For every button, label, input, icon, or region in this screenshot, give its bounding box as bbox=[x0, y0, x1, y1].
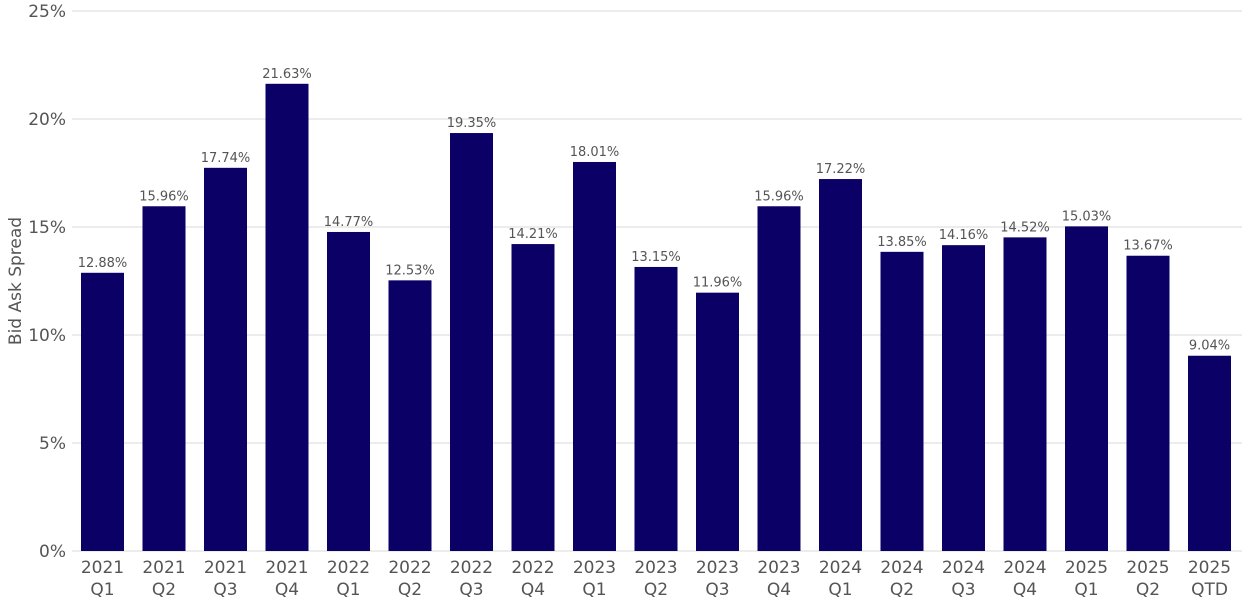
x-tick-label: 2021 bbox=[204, 558, 247, 578]
bar bbox=[819, 179, 862, 551]
x-tick-label: Q3 bbox=[705, 580, 729, 600]
bar bbox=[1188, 355, 1231, 551]
x-axis-ticks: 2021Q12021Q22021Q32021Q42022Q12022Q22022… bbox=[81, 558, 1231, 600]
data-label: 9.04% bbox=[1189, 339, 1230, 354]
bars bbox=[81, 83, 1231, 552]
x-tick-label: Q4 bbox=[521, 580, 545, 600]
x-tick-label: 2025 bbox=[1126, 558, 1169, 578]
y-tick-label: 0% bbox=[39, 542, 66, 562]
y-tick-label: 10% bbox=[28, 326, 66, 346]
x-tick-label: Q2 bbox=[644, 580, 668, 600]
data-label: 15.03% bbox=[1062, 209, 1112, 224]
bar bbox=[880, 251, 924, 551]
data-label: 14.77% bbox=[324, 215, 374, 230]
x-tick-label: Q4 bbox=[767, 580, 791, 600]
x-tick-label: 2025 bbox=[1065, 558, 1108, 578]
x-tick-label: 2022 bbox=[511, 558, 554, 578]
bar bbox=[81, 272, 124, 551]
x-tick-label: 2023 bbox=[634, 558, 677, 578]
x-tick-label: 2021 bbox=[142, 558, 185, 578]
x-tick-label: Q4 bbox=[1013, 580, 1037, 600]
bar bbox=[142, 206, 186, 552]
bar bbox=[1065, 226, 1108, 552]
data-label: 13.67% bbox=[1123, 239, 1173, 254]
x-tick-label: 2022 bbox=[388, 558, 431, 578]
bar bbox=[1003, 237, 1047, 552]
y-tick-label: 25% bbox=[28, 2, 66, 22]
x-tick-label: 2021 bbox=[81, 558, 124, 578]
x-tick-label: 2024 bbox=[1003, 558, 1046, 578]
bar bbox=[634, 266, 678, 551]
bar bbox=[511, 244, 555, 551]
data-label: 14.52% bbox=[1000, 220, 1050, 235]
x-tick-label: Q2 bbox=[152, 580, 176, 600]
data-label: 13.15% bbox=[631, 250, 681, 265]
data-label: 12.53% bbox=[385, 263, 435, 278]
data-label: 14.21% bbox=[508, 227, 558, 242]
bar bbox=[204, 167, 247, 552]
y-axis-ticks: 0% 5% 10% 15% 20% 25% bbox=[28, 2, 66, 562]
x-tick-label: Q2 bbox=[1136, 580, 1160, 600]
data-label: 19.35% bbox=[447, 116, 497, 131]
data-label: 14.16% bbox=[939, 228, 989, 243]
data-labels: 12.88% 15.96% 17.74% 21.63% 14.77% 12.53% 19.3… bbox=[78, 67, 1230, 354]
data-label: 17.74% bbox=[201, 151, 251, 166]
bar bbox=[1126, 255, 1170, 551]
x-tick-label: Q1 bbox=[582, 580, 606, 600]
x-tick-label: Q1 bbox=[90, 580, 114, 600]
x-tick-label: Q1 bbox=[1074, 580, 1098, 600]
data-label: 12.88% bbox=[78, 256, 128, 271]
x-tick-label: 2023 bbox=[696, 558, 739, 578]
x-tick-label: Q4 bbox=[275, 580, 299, 600]
data-label: 17.22% bbox=[816, 162, 866, 177]
x-tick-label: Q1 bbox=[336, 580, 360, 600]
x-tick-label: Q2 bbox=[890, 580, 914, 600]
data-label: 18.01% bbox=[570, 145, 620, 160]
data-label: 11.96% bbox=[693, 276, 743, 291]
x-tick-label: Q2 bbox=[398, 580, 422, 600]
bar bbox=[696, 292, 739, 551]
x-tick-label: Q1 bbox=[828, 580, 852, 600]
x-tick-label: 2025 bbox=[1188, 558, 1231, 578]
data-label: 15.96% bbox=[139, 189, 189, 204]
x-tick-label: 2021 bbox=[265, 558, 308, 578]
y-tick-label: 15% bbox=[28, 218, 66, 238]
x-tick-label: Q3 bbox=[951, 580, 975, 600]
x-tick-label: 2022 bbox=[327, 558, 370, 578]
bar bbox=[327, 231, 370, 551]
data-label: 21.63% bbox=[262, 67, 312, 82]
bar bbox=[942, 245, 985, 552]
x-tick-label: 2023 bbox=[573, 558, 616, 578]
x-tick-label: 2024 bbox=[942, 558, 985, 578]
y-tick-label: 20% bbox=[28, 110, 66, 130]
x-tick-label: 2022 bbox=[450, 558, 493, 578]
bar bbox=[265, 83, 309, 552]
x-tick-label: 2023 bbox=[757, 558, 800, 578]
x-tick-label: QTD bbox=[1191, 580, 1228, 600]
bar bbox=[388, 280, 432, 551]
x-tick-label: Q3 bbox=[459, 580, 483, 600]
bar bbox=[757, 206, 801, 552]
data-label: 13.85% bbox=[877, 235, 927, 250]
x-tick-label: 2024 bbox=[880, 558, 923, 578]
y-axis-label: Bid Ask Spread bbox=[6, 217, 26, 345]
data-label: 15.96% bbox=[754, 189, 804, 204]
bar bbox=[573, 161, 616, 551]
bar bbox=[450, 133, 493, 552]
x-tick-label: 2024 bbox=[819, 558, 862, 578]
x-tick-label: Q3 bbox=[213, 580, 237, 600]
y-tick-label: 5% bbox=[39, 434, 66, 454]
